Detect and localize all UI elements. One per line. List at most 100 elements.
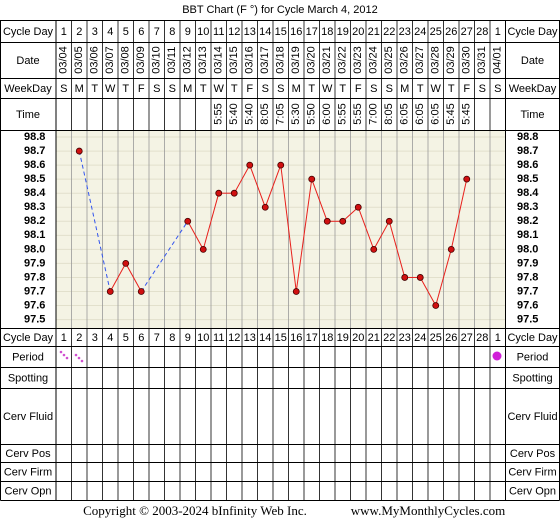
cycle-day: 13: [244, 332, 256, 344]
cycle-day: 10: [197, 26, 209, 38]
y-tick-label: 97.5: [517, 313, 538, 325]
y-tick-label: 98.8: [517, 131, 538, 143]
cycle-day: 8: [169, 26, 175, 38]
y-tick-label: 98.0: [24, 243, 45, 255]
time: 5:45: [445, 103, 457, 124]
cycle-day: 20: [352, 26, 364, 38]
cycle-day: 1: [61, 26, 67, 38]
weekday: S: [60, 83, 67, 95]
time: 6:00: [321, 103, 333, 124]
time: 6:05: [430, 103, 442, 124]
weekday: S: [169, 83, 176, 95]
date: 03/14: [213, 46, 225, 74]
y-tick-label: 98.2: [24, 215, 45, 227]
temp-point: [184, 217, 192, 225]
weekday: F: [355, 83, 362, 95]
temp-line: [342, 206, 359, 222]
temp-line: [373, 221, 390, 250]
date: 03/07: [104, 46, 116, 74]
weekday: W: [431, 83, 442, 95]
cycle-day: 11: [213, 332, 224, 344]
cycle-day: 12: [228, 332, 240, 344]
temp-point: [354, 203, 362, 211]
temp-line: [202, 193, 220, 250]
cycle-day: 8: [169, 332, 175, 344]
temp-point: [137, 288, 145, 295]
time: 7:00: [368, 103, 380, 124]
cycle-day: 4: [107, 332, 113, 344]
y-tick-label: 97.5: [24, 313, 45, 325]
row-label: Date: [521, 55, 544, 67]
cycle-day: 6: [138, 26, 144, 38]
row-label: Cerv Firm: [4, 466, 52, 478]
temp-line: [295, 179, 313, 292]
temp-line: [388, 221, 406, 278]
y-tick-label: 98.0: [517, 243, 538, 255]
cycle-day: 17: [306, 26, 318, 38]
weekday: W: [105, 83, 116, 95]
temp-line: [109, 263, 127, 292]
temp-point: [432, 302, 440, 309]
date: 03/11: [166, 47, 178, 74]
time: 7:05: [275, 103, 287, 124]
temp-point: [292, 288, 300, 295]
cycle-day: 7: [154, 332, 160, 344]
temp-line: [249, 164, 266, 208]
cycle-day: 22: [383, 332, 395, 344]
cycle-day: 25: [430, 332, 442, 344]
cycle-day: 3: [92, 332, 98, 344]
y-tick-label: 97.7: [24, 285, 45, 297]
date: 03/18: [275, 46, 287, 74]
y-tick-label: 97.8: [24, 271, 45, 283]
weekday: T: [231, 83, 238, 95]
date: 03/22: [337, 46, 349, 74]
temp-line: [125, 263, 142, 292]
chart-title: BBT Chart (F °) for Cycle March 4, 2012: [182, 4, 378, 16]
date: 03/10: [151, 46, 163, 74]
time: 5:40: [244, 103, 256, 124]
weekday: T: [200, 83, 207, 95]
period-marks: [59, 350, 502, 363]
row-label: Period: [517, 351, 549, 363]
cycle-day: 28: [476, 332, 488, 344]
cycle-day: 18: [321, 332, 333, 344]
weekday: T: [417, 83, 424, 95]
cycle-day: 25: [430, 26, 442, 38]
cycle-day: 5: [123, 26, 129, 38]
gap-line: [78, 150, 111, 292]
weekday: T: [308, 83, 315, 95]
weekday: T: [91, 83, 98, 95]
y-tick-label: 97.7: [517, 285, 538, 297]
time: 5:30: [290, 103, 302, 124]
row-label: WeekDay: [4, 83, 52, 95]
gap-line: [140, 221, 189, 292]
cycle-day: 19: [337, 26, 349, 38]
y-tick-label: 98.7: [517, 145, 538, 157]
date: 03/20: [306, 46, 318, 74]
weekday: W: [214, 83, 225, 95]
temp-point: [122, 260, 130, 267]
cycle-day: 27: [461, 332, 473, 344]
cycle-day: 21: [368, 332, 380, 344]
temp-point: [75, 147, 83, 155]
cycle-day: 1: [495, 332, 501, 344]
date: 03/13: [197, 46, 209, 74]
row-label: Cerv Pos: [5, 448, 51, 460]
y-tick-label: 98.4: [24, 187, 46, 199]
temp-point: [199, 245, 207, 253]
date: 03/05: [73, 46, 85, 74]
y-tick-label: 98.6: [517, 159, 538, 171]
cycle-day: 4: [107, 26, 113, 38]
cycle-day: 2: [76, 26, 82, 38]
weekday: S: [277, 83, 284, 95]
cycle-day: 22: [383, 26, 395, 38]
weekday: S: [153, 83, 160, 95]
temp-line: [419, 277, 437, 306]
cycle-day: 19: [337, 332, 349, 344]
date: 03/08: [120, 46, 132, 74]
weekday: M: [292, 83, 301, 95]
row-label: Period: [12, 351, 44, 363]
y-tick-label: 98.5: [517, 173, 538, 185]
y-tick-label: 97.9: [517, 257, 538, 269]
time: 5:50: [306, 103, 318, 124]
